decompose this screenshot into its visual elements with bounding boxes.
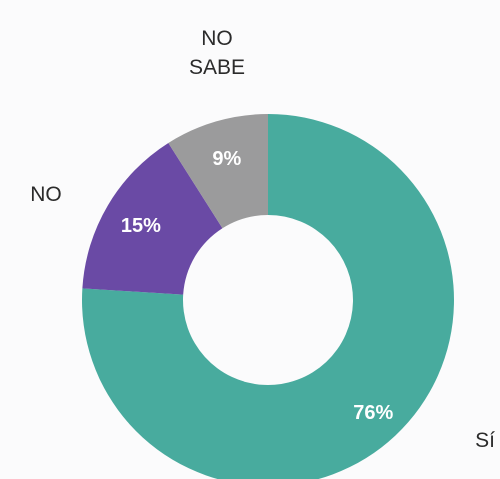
data-label: 9%	[212, 148, 241, 170]
data-label: 76%	[353, 402, 393, 424]
slice-no-sabe	[168, 114, 268, 229]
slice-no	[82, 142, 223, 295]
chart-data-labels: 76% 15% 9%	[121, 148, 394, 424]
chart-slices	[82, 114, 454, 479]
slice-sí	[82, 114, 454, 479]
data-label: 15%	[121, 215, 161, 237]
category-label: NO SABE	[189, 27, 245, 79]
category-label: Sí	[475, 429, 495, 452]
chart-category-labels: Sí NO NO SABE	[30, 27, 495, 452]
category-label: NO	[30, 183, 62, 206]
